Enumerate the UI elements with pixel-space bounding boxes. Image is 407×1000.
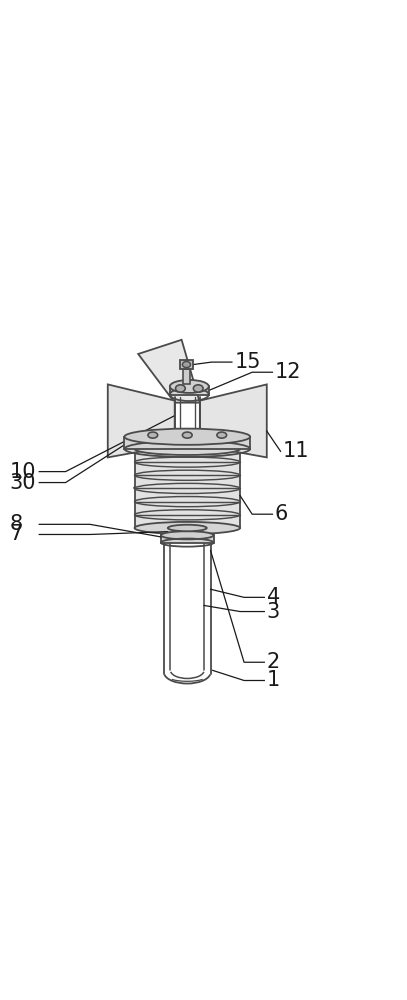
Polygon shape <box>138 340 200 403</box>
Ellipse shape <box>161 531 214 539</box>
Text: 7: 7 <box>10 524 23 544</box>
Bar <box>183 369 190 384</box>
Ellipse shape <box>148 432 158 438</box>
Polygon shape <box>108 384 175 457</box>
Text: 4: 4 <box>267 587 280 607</box>
Ellipse shape <box>182 432 192 438</box>
Text: 8: 8 <box>10 514 23 534</box>
Bar <box>125 437 250 449</box>
Text: 30: 30 <box>10 473 36 493</box>
Ellipse shape <box>217 432 227 438</box>
Ellipse shape <box>135 522 240 534</box>
Bar <box>179 360 193 369</box>
Bar <box>161 535 214 543</box>
Bar <box>170 386 209 395</box>
Bar <box>168 528 207 535</box>
Text: 6: 6 <box>275 504 288 524</box>
Polygon shape <box>200 384 267 457</box>
Ellipse shape <box>125 429 250 445</box>
Text: 1: 1 <box>267 670 280 690</box>
Ellipse shape <box>170 380 209 393</box>
Text: 15: 15 <box>234 352 261 372</box>
Text: 3: 3 <box>267 602 280 622</box>
Text: 11: 11 <box>282 441 309 461</box>
Ellipse shape <box>175 385 185 392</box>
Ellipse shape <box>168 525 207 531</box>
Text: 12: 12 <box>275 362 302 382</box>
Text: 2: 2 <box>267 652 280 672</box>
Text: 10: 10 <box>10 462 36 482</box>
Bar <box>135 449 240 528</box>
Ellipse shape <box>135 443 240 455</box>
Ellipse shape <box>182 361 190 368</box>
Polygon shape <box>134 441 200 506</box>
Ellipse shape <box>193 385 203 392</box>
